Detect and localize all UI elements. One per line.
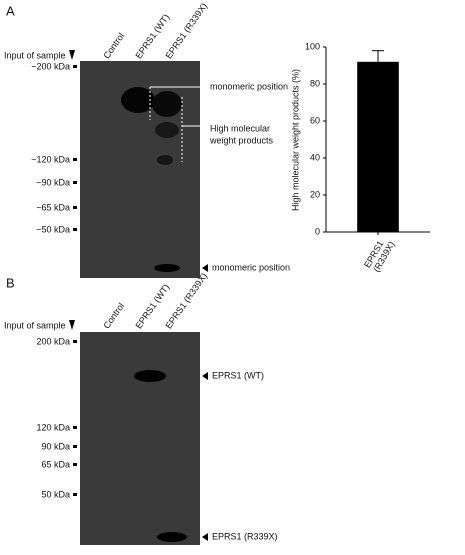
annotation: EPRS1 (WT)	[212, 370, 264, 380]
y-axis-label: High molecular weight products (%)	[290, 69, 300, 211]
y-tick-label: 80	[310, 78, 320, 88]
input-label: Input of sample	[4, 320, 66, 330]
lane-label: EPRS1 (R339X)	[163, 271, 209, 330]
band	[152, 91, 182, 117]
arrow	[202, 264, 208, 272]
band	[157, 155, 173, 165]
annotation: monomeric position	[210, 81, 288, 91]
band	[155, 122, 179, 138]
band	[134, 370, 166, 382]
marker-label: ~200 kDa	[31, 61, 70, 71]
marker-label: ~120 kDa	[31, 154, 70, 164]
marker-label: ~50 kDa	[36, 224, 70, 234]
y-tick-label: 0	[315, 226, 320, 236]
marker-label: ~90 kDa	[36, 177, 70, 187]
arrow	[202, 372, 208, 380]
annotation: monomeric position	[212, 262, 290, 272]
marker-label: 65 kDa	[41, 459, 70, 469]
input-label: Input of sample	[4, 50, 66, 60]
marker-ticks	[73, 65, 77, 496]
lane-label: Control	[101, 31, 126, 61]
bar	[357, 61, 399, 232]
marker-label: 200 kDa	[36, 336, 70, 346]
lane-label: Control	[101, 301, 126, 331]
y-tick-label: 20	[310, 189, 320, 199]
y-tick-label: 60	[310, 115, 320, 125]
arrow	[202, 533, 208, 541]
band	[154, 264, 180, 272]
input-arrow	[69, 50, 75, 60]
band	[121, 87, 155, 113]
panel-label: B	[6, 275, 15, 290]
blot	[80, 332, 200, 545]
y-tick-label: 100	[305, 41, 320, 51]
band	[157, 532, 187, 542]
annotation: High molecular	[210, 123, 270, 133]
marker-label: 50 kDa	[41, 489, 70, 499]
panel-label: A	[6, 3, 15, 18]
marker-label: ~65 kDa	[36, 202, 70, 212]
marker-label: 120 kDa	[36, 422, 70, 432]
annotation: EPRS1 (R339X)	[212, 531, 278, 541]
annotation: weight products	[209, 135, 274, 145]
y-tick-label: 40	[310, 152, 320, 162]
x-tick-label: EPRS1(R339X)	[362, 235, 397, 275]
lane-label: EPRS1 (R339X)	[163, 1, 209, 60]
marker-label: 90 kDa	[41, 441, 70, 451]
input-arrow	[69, 320, 75, 330]
